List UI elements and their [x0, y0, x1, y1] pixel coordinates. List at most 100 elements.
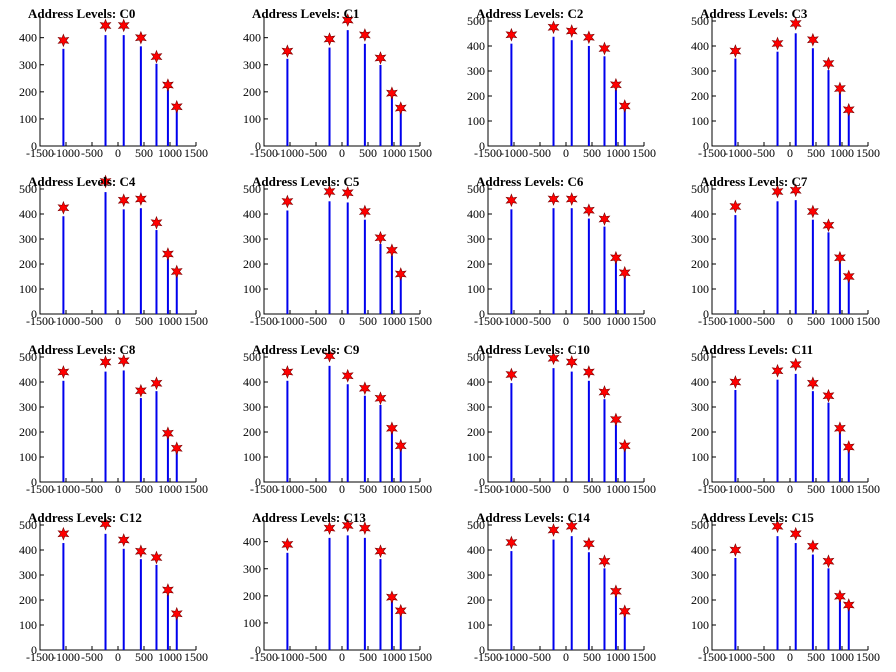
histogram-bar [838, 93, 841, 146]
y-tick-label: 300 [691, 64, 709, 78]
histogram-bar [570, 371, 573, 482]
y-tick-label: 200 [467, 593, 485, 607]
x-tick-label: -500 [81, 146, 103, 160]
chart-panel: 0 100 200 300 400 -1500 -1000 -500 0 500 1000 1500 A… [0, 0, 224, 168]
histogram-bar [510, 383, 513, 482]
histogram-bar [570, 40, 573, 147]
y-tick-label: 300 [19, 400, 37, 414]
histogram-bar [363, 395, 366, 482]
x-tick-label: -1500 [698, 482, 726, 496]
peak-marker [374, 51, 387, 65]
histogram-bar [811, 48, 814, 146]
histogram-bar [104, 533, 107, 650]
x-tick-label: 1000 [830, 314, 854, 328]
y-tick-label: 300 [243, 400, 261, 414]
histogram-bar [346, 30, 349, 147]
histogram-bar [734, 215, 737, 314]
peak-marker [134, 383, 147, 398]
histogram-bar [734, 390, 737, 482]
histogram-bar [104, 192, 107, 314]
peak-marker [822, 56, 835, 71]
histogram-bar [614, 262, 617, 314]
y-tick-label: 200 [19, 425, 37, 439]
histogram-bar [623, 276, 626, 314]
peak-marker [134, 30, 147, 45]
histogram-bar [139, 46, 142, 147]
histogram-bar [379, 65, 382, 146]
y-tick-label: 500 [467, 182, 485, 196]
x-tick-label: -500 [305, 146, 327, 160]
x-tick-label: 1000 [606, 314, 630, 328]
peak-marker [565, 355, 578, 369]
chart-panel: 0 100 200 300 400 -1500 -1000 -500 0 500 1000 1500 A… [224, 504, 448, 672]
x-tick-label: -1000 [276, 146, 304, 160]
peak-marker [374, 544, 387, 558]
peak-marker [386, 590, 398, 605]
chart-title: Address Levels: C6 [476, 174, 584, 189]
x-tick-label: 1500 [408, 650, 432, 664]
peak-marker [99, 355, 112, 369]
histogram-bar [510, 43, 513, 146]
peak-marker [162, 78, 174, 92]
y-tick-label: 200 [467, 257, 485, 271]
chart-svg: 0 100 200 300 400 -1500-1000 -500 0 500 1000 1500 [243, 518, 432, 664]
x-tick-label: 500 [807, 482, 825, 496]
chart-title: Address Levels: C8 [28, 342, 136, 357]
peak-marker [505, 535, 518, 550]
histogram-bar [603, 56, 606, 146]
x-tick-label: -500 [529, 146, 551, 160]
chart-panel: 0 100 200 300 400 500 -1500 -1000 -500 0 500 1000 15… [448, 0, 672, 168]
peak-marker [394, 603, 407, 618]
peak-marker [610, 412, 622, 427]
histogram-bar [390, 432, 393, 482]
x-tick-label: -1000 [500, 482, 528, 496]
peak-marker [358, 521, 371, 535]
x-tick-label: 1500 [632, 146, 656, 160]
y-tick-label: 300 [691, 568, 709, 582]
chart-panel: 0 100 200 300 400 500 -1500 -1000 -500 0 500 1000 15… [448, 504, 672, 672]
histogram-bar [847, 112, 850, 146]
y-tick-label: 300 [19, 232, 37, 246]
x-tick-label: -1000 [500, 650, 528, 664]
y-tick-label: 300 [467, 64, 485, 78]
peak-marker [618, 438, 631, 453]
peak-marker [386, 86, 398, 101]
peak-marker [618, 265, 631, 280]
y-tick-label: 500 [19, 518, 37, 532]
histogram-bar [838, 262, 841, 314]
x-tick-label: 1000 [158, 482, 182, 496]
chart-panel: 0 100 200 300 400 500 -1500 -1000 -500 0 500 1000 15… [672, 0, 896, 168]
x-tick-label: 500 [135, 146, 153, 160]
y-tick-label: 200 [19, 257, 37, 271]
y-tick-label: 0 [255, 307, 261, 321]
histogram-bar [734, 58, 737, 146]
x-tick-label: -1500 [250, 314, 278, 328]
histogram-bar [776, 536, 779, 650]
x-tick-label: -1500 [26, 314, 54, 328]
histogram-bar [363, 537, 366, 650]
histogram-bar [286, 58, 289, 146]
peak-marker [134, 544, 147, 559]
peak-marker [565, 24, 578, 38]
y-tick-label: 300 [243, 232, 261, 246]
peak-marker [170, 606, 183, 621]
x-tick-label: 1000 [382, 146, 406, 160]
x-tick-label: 500 [135, 650, 153, 664]
histogram-bar [570, 536, 573, 650]
histogram-bar [286, 210, 289, 314]
x-tick-label: -500 [529, 314, 551, 328]
x-tick-label: 500 [807, 146, 825, 160]
histogram-bar [623, 614, 626, 650]
y-tick-label: 500 [467, 518, 485, 532]
histogram-bar [166, 594, 169, 650]
chart-svg: 0 100 200 300 400 -1500-1000 -500 0 500 1000 1500 [243, 13, 432, 160]
y-tick-label: 500 [467, 14, 485, 28]
peak-marker [565, 192, 578, 206]
histogram-bar [827, 70, 830, 146]
y-tick-label: 500 [19, 182, 37, 196]
y-tick-label: 100 [691, 450, 709, 464]
y-tick-label: 200 [691, 593, 709, 607]
y-tick-label: 400 [691, 543, 709, 557]
x-tick-label: 1000 [158, 314, 182, 328]
y-tick-label: 100 [467, 282, 485, 296]
